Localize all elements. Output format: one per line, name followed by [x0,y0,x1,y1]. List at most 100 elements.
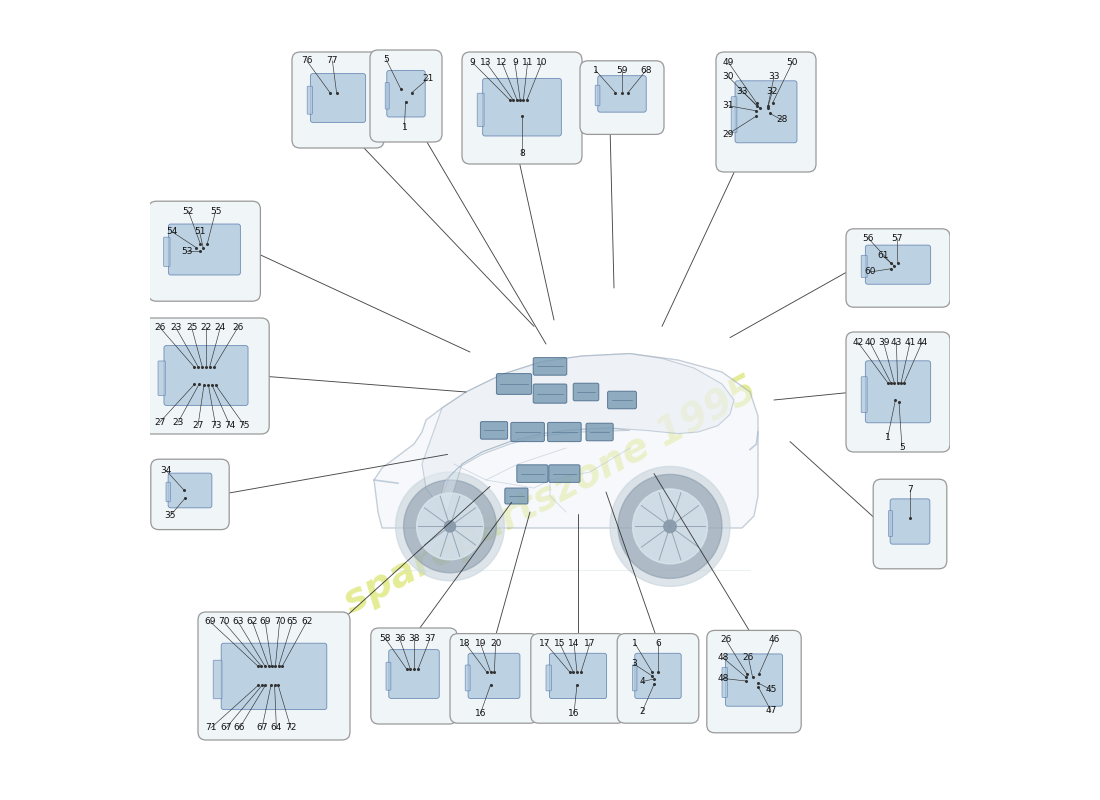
Text: 17: 17 [584,638,596,648]
FancyBboxPatch shape [166,482,170,502]
Text: 54: 54 [167,227,178,237]
FancyBboxPatch shape [866,361,931,422]
Text: 74: 74 [224,421,235,430]
Text: 1: 1 [631,638,638,648]
FancyBboxPatch shape [370,50,442,142]
Text: 37: 37 [425,634,436,643]
Text: 48: 48 [717,653,728,662]
Text: 76: 76 [301,56,312,66]
Text: 15: 15 [554,638,565,648]
FancyBboxPatch shape [846,332,950,452]
FancyBboxPatch shape [292,52,384,148]
Text: 1: 1 [593,66,598,75]
Text: 32: 32 [767,86,778,96]
Circle shape [663,520,676,533]
FancyBboxPatch shape [873,479,947,569]
Text: 16: 16 [569,709,580,718]
Text: 1: 1 [884,433,891,442]
Circle shape [618,474,722,578]
Text: 41: 41 [904,338,915,347]
FancyBboxPatch shape [866,245,931,284]
Text: 71: 71 [205,723,217,733]
Text: 21: 21 [422,74,435,83]
Text: 26: 26 [720,635,732,645]
Text: 5: 5 [383,54,389,64]
FancyBboxPatch shape [735,81,798,143]
Text: 35: 35 [164,511,176,521]
Text: 19: 19 [475,638,486,648]
FancyBboxPatch shape [221,643,327,710]
FancyBboxPatch shape [371,628,458,724]
FancyBboxPatch shape [549,654,606,698]
Text: 42: 42 [852,338,864,347]
Text: 13: 13 [481,58,492,67]
Text: 68: 68 [640,66,651,75]
Text: 4: 4 [639,677,645,686]
Text: 6: 6 [656,638,661,648]
FancyBboxPatch shape [483,78,561,136]
Text: 1: 1 [402,123,407,133]
Text: 69: 69 [205,617,216,626]
Text: 28: 28 [777,115,788,125]
FancyBboxPatch shape [716,52,816,172]
Text: 26: 26 [232,322,244,332]
FancyBboxPatch shape [385,82,389,109]
Text: 53: 53 [182,246,192,256]
FancyBboxPatch shape [861,377,867,413]
Text: 55: 55 [210,206,221,216]
Text: 72: 72 [285,723,297,733]
Text: 29: 29 [722,130,734,139]
Text: 60: 60 [865,267,876,277]
Circle shape [396,472,505,581]
Text: 46: 46 [768,635,780,645]
Polygon shape [374,354,758,528]
FancyBboxPatch shape [168,473,212,508]
FancyBboxPatch shape [573,383,598,401]
FancyBboxPatch shape [846,229,950,307]
FancyBboxPatch shape [148,201,261,301]
Text: 64: 64 [271,723,282,733]
Text: 77: 77 [327,56,338,66]
Text: 70: 70 [274,617,285,626]
FancyBboxPatch shape [164,346,248,406]
Text: 22: 22 [200,322,211,332]
Text: 38: 38 [408,634,420,643]
FancyBboxPatch shape [890,499,930,544]
FancyBboxPatch shape [496,374,531,394]
Text: 10: 10 [537,58,548,67]
FancyBboxPatch shape [386,662,390,690]
FancyBboxPatch shape [510,422,544,442]
Text: 48: 48 [717,674,728,683]
FancyBboxPatch shape [595,86,600,106]
FancyBboxPatch shape [450,634,538,723]
FancyBboxPatch shape [722,667,727,698]
Text: 43: 43 [891,338,902,347]
Text: 45: 45 [766,685,777,694]
FancyBboxPatch shape [617,634,698,723]
FancyBboxPatch shape [310,74,365,122]
Text: 33: 33 [768,72,780,82]
FancyBboxPatch shape [549,465,580,482]
FancyBboxPatch shape [477,94,484,126]
Text: 70: 70 [218,617,229,626]
FancyBboxPatch shape [151,459,229,530]
FancyBboxPatch shape [198,612,350,740]
Circle shape [632,489,707,564]
Text: 14: 14 [569,638,580,648]
Text: 2: 2 [639,707,645,717]
FancyBboxPatch shape [213,660,222,698]
Text: 23: 23 [173,418,184,427]
Text: 33: 33 [736,86,748,96]
FancyBboxPatch shape [505,488,528,504]
FancyBboxPatch shape [164,237,170,266]
FancyBboxPatch shape [607,391,637,409]
Text: 36: 36 [394,634,405,643]
FancyBboxPatch shape [632,665,637,691]
FancyBboxPatch shape [534,358,566,375]
Text: 75: 75 [239,421,250,430]
FancyBboxPatch shape [861,255,867,278]
Text: 52: 52 [183,206,194,216]
FancyBboxPatch shape [462,52,582,164]
Circle shape [404,480,496,573]
Text: 62: 62 [301,617,312,626]
